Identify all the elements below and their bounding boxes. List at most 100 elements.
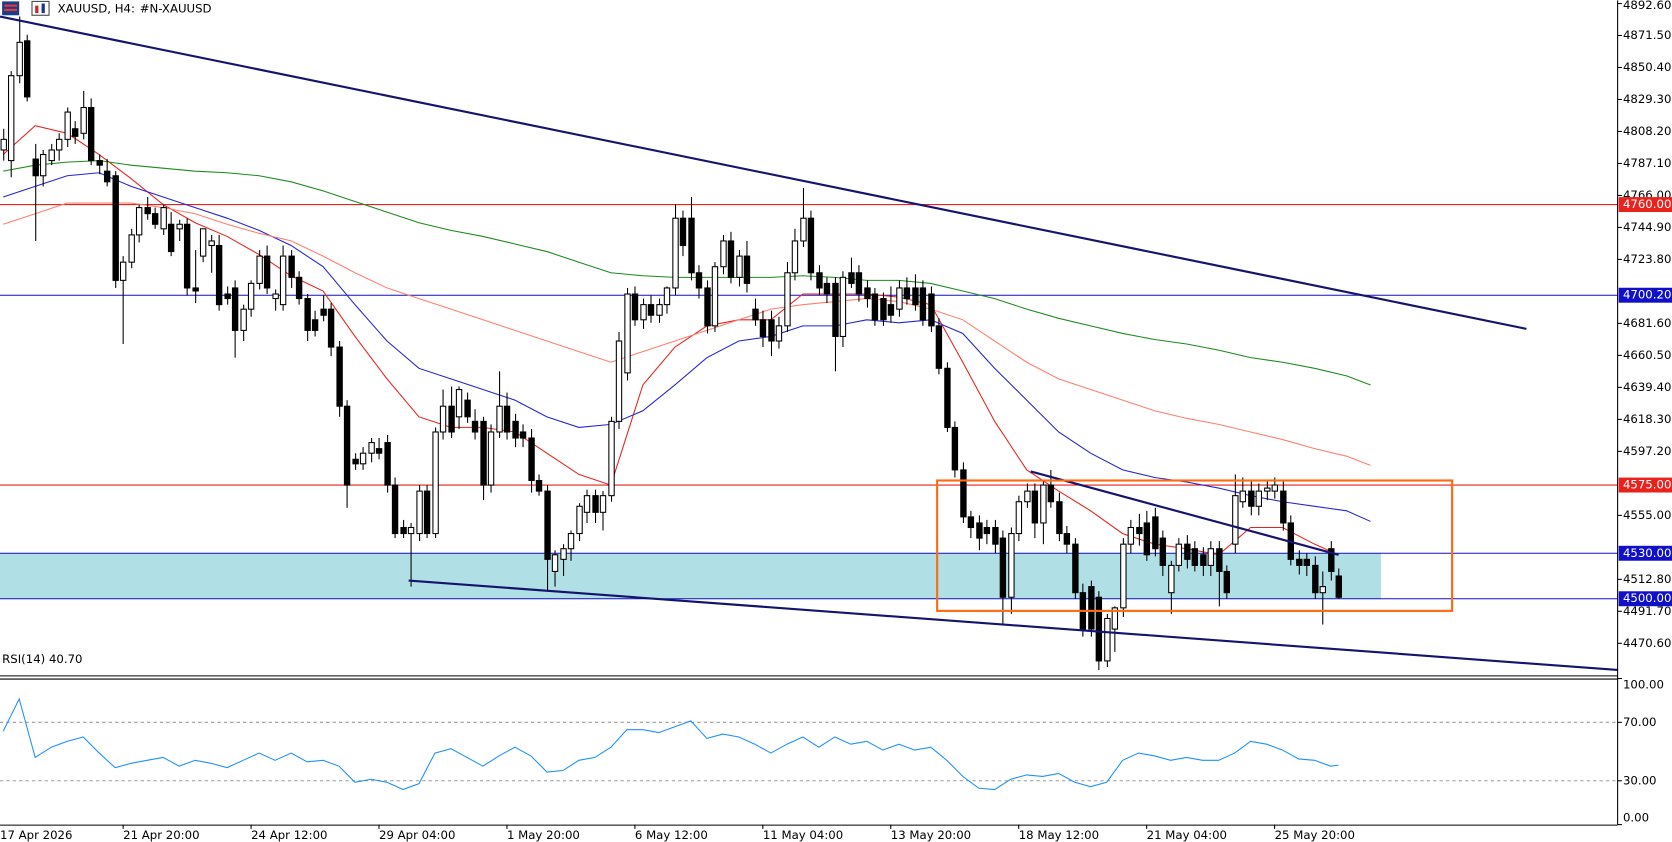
candle-body [999,537,1007,598]
candle-body [16,41,23,77]
candle-body [576,505,583,535]
candle-body [336,346,343,407]
candle-body [247,282,255,310]
candle-body [1008,533,1015,598]
candle-body [656,304,663,316]
candle-body [832,282,839,337]
candle-body [1223,570,1231,594]
x-tick-label: 29 Apr 04:00 [379,828,455,842]
x-tick-label: 6 May 12:00 [635,828,708,842]
candle-body [864,287,871,300]
candle-body [704,287,711,327]
candle-body [535,479,543,492]
y-tick-label: 4660.50 [1623,348,1671,362]
candle-body [480,420,487,486]
level-label-bg [1618,477,1672,493]
candle-body [720,240,727,268]
candle-body [663,287,671,306]
candle-body [903,287,911,300]
candle-body [1111,607,1119,630]
candle-body [199,228,207,257]
candle-body [1335,575,1342,598]
candle-body [1312,564,1319,594]
candle-body [912,287,919,306]
moving-average [3,202,1371,466]
moving-average [3,160,1371,386]
candle-body [327,308,335,348]
y-tick-label: 4744.90 [1623,220,1671,234]
x-tick-label: 21 Apr 20:00 [123,828,199,842]
candle-body [96,160,103,166]
candle-body [944,367,951,428]
candle-body [1200,554,1207,566]
y-tick-label: 4512.80 [1623,572,1671,586]
candle-body [800,217,807,242]
candle-body [23,40,31,98]
y-tick-label: 4850.40 [1623,60,1671,74]
candle-body [0,138,7,151]
candle-body [240,308,247,331]
candle-body [1168,564,1175,594]
candle-body [1216,548,1223,572]
candle-body [448,405,455,433]
candle-body [87,106,95,162]
candle-body [1056,501,1063,535]
candle-body [1143,522,1151,556]
candle-body [295,276,303,300]
candle-body [135,207,143,236]
candle-body [311,319,319,331]
candle-body [1303,558,1310,566]
candle-body [391,484,399,535]
candle-body [567,533,575,550]
candle-body [1319,586,1326,594]
candle-body [992,526,999,545]
candle-body [272,293,279,300]
trendline [0,15,1527,330]
level-label: 4500.00 [1623,591,1671,605]
x-tick-label: 11 May 04:00 [763,828,843,842]
level-label-bg [1618,287,1672,303]
candle-body [7,75,15,162]
candle-body [1232,495,1239,545]
candle-body [983,526,991,535]
candle-body [1159,537,1167,566]
candle-body [855,272,863,295]
candle-body [640,304,647,321]
candle-body [1031,490,1039,524]
candle-body [231,287,239,331]
x-tick-label: 18 May 12:00 [1019,828,1099,842]
y-tick-label: 4618.30 [1623,412,1671,426]
candle-body [1239,490,1247,503]
icon [41,3,45,14]
x-tick-label: 17 Apr 2026 [0,828,72,842]
candle-body [1296,558,1303,566]
candle-body [176,223,183,230]
candle-body [615,340,623,422]
y-tick-label: 4491.70 [1623,604,1671,618]
x-tick-label: 24 Apr 12:00 [251,828,327,842]
candle-body [1040,484,1047,524]
candle-body [112,175,119,281]
candle-body [736,255,743,278]
level-label: 4530.00 [1623,546,1671,560]
candle-body [1152,516,1159,550]
candle-body [71,128,79,137]
candle-body [1255,490,1262,507]
moving-average [3,172,1371,522]
candle-body [1175,543,1183,566]
candle-body [1248,490,1255,507]
candle-body [848,272,855,284]
candle-body [775,325,783,342]
candle-body [192,287,199,292]
candle-body [599,495,607,513]
candle-body [32,158,39,177]
candle-body [887,304,895,316]
x-tick-label: 1 May 20:00 [507,828,580,842]
candle-body [144,207,151,215]
candle-body [359,452,367,465]
candle-body [1104,617,1111,662]
candle-body [928,293,935,327]
candle-body [384,442,391,486]
